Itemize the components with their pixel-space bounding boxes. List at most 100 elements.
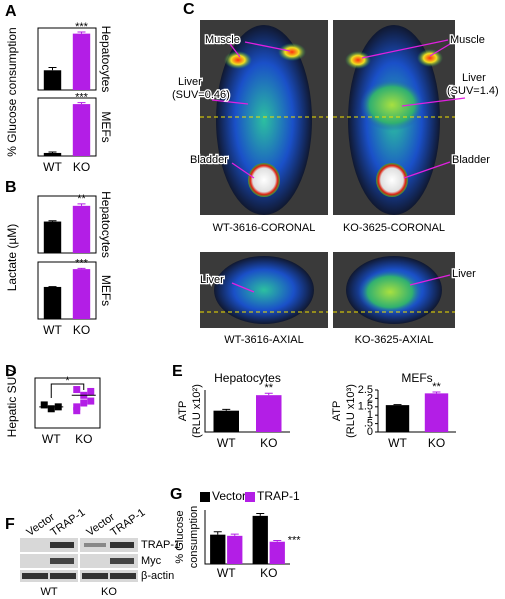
bar	[227, 535, 243, 564]
pet-image	[200, 252, 328, 328]
x-tick-label: KO	[260, 436, 277, 450]
error-bar	[48, 220, 57, 222]
pet-label: (SUV=0.46)	[172, 89, 230, 101]
bar	[72, 269, 91, 319]
panel-label: E	[172, 363, 183, 380]
x-tick-label: WT	[217, 436, 236, 450]
data-point	[40, 401, 48, 409]
data-point	[87, 387, 95, 395]
y-tick-label: 1	[367, 409, 373, 421]
x-tick-label: KO	[73, 160, 90, 174]
error-bar	[230, 533, 239, 536]
annotation: **	[77, 193, 86, 205]
x-tick-label: KO	[73, 323, 90, 337]
y-tick-label: 0	[367, 426, 373, 438]
group-label: WT	[40, 586, 57, 598]
legend-swatch	[200, 492, 210, 502]
plot-frame	[37, 27, 97, 91]
band-label: TRAP-1	[141, 539, 180, 551]
pet-label: Liver	[178, 76, 202, 88]
panel-label: G	[170, 486, 182, 503]
annotation: ***	[75, 257, 89, 269]
y-axis-label: % Glucose	[174, 510, 186, 563]
pet-caption: KO-3625-AXIAL	[355, 334, 434, 346]
data-point	[73, 403, 81, 411]
bar	[269, 541, 285, 564]
chart-title: MEFs	[401, 371, 432, 385]
bar	[424, 393, 449, 432]
x-tick-label: KO	[260, 566, 277, 580]
error-bar	[213, 531, 222, 535]
chart-title: Hepatocytes	[214, 371, 281, 385]
x-tick-label: WT	[217, 566, 236, 580]
plot-frame	[37, 195, 97, 254]
error-bar	[48, 151, 57, 153]
y-axis-label: consumption	[188, 506, 200, 568]
pet-label: Liver	[462, 72, 486, 84]
data-point	[87, 397, 95, 405]
y-axis-label: (RLU x10²)	[191, 384, 203, 438]
error-bar	[393, 404, 402, 406]
band-label: Myc	[141, 555, 162, 567]
pet-label: Muscle	[205, 34, 240, 46]
panel-label: B	[5, 179, 17, 196]
pet-image	[200, 20, 328, 215]
panel-label: A	[5, 3, 17, 20]
bar	[252, 515, 268, 564]
facet-label: MEFs	[99, 111, 113, 142]
bar	[72, 104, 91, 156]
plot-frame	[37, 97, 97, 157]
error-bar	[77, 203, 86, 206]
x-tick-label: WT	[43, 323, 62, 337]
panel-label: D	[5, 363, 17, 380]
data-point	[73, 386, 81, 394]
annotation: ***	[288, 534, 302, 546]
annotation: *	[65, 375, 70, 387]
bar	[43, 152, 62, 156]
bar	[72, 205, 91, 253]
pet-label: Liver	[452, 268, 476, 280]
panel-label: F	[5, 516, 15, 533]
error-bar	[48, 66, 57, 71]
bar	[43, 286, 62, 319]
pet-label: Liver	[200, 274, 224, 286]
pet-caption: KO-3625-CORONAL	[343, 222, 445, 234]
error-bar	[77, 31, 86, 34]
bar	[210, 534, 226, 564]
data-point	[47, 405, 55, 413]
plot-frame	[37, 261, 97, 320]
bar	[43, 70, 62, 90]
facet-label: MEFs	[99, 275, 113, 306]
bar	[72, 33, 91, 90]
band-label: β-actin	[141, 570, 174, 582]
annotation: **	[432, 381, 441, 393]
error-bar	[264, 392, 273, 396]
western-blot	[20, 538, 138, 582]
y-tick-label: .5	[364, 418, 373, 430]
y-axis-label: ATP	[177, 401, 189, 422]
y-tick-label: 2	[367, 392, 373, 404]
error-bar	[77, 267, 86, 270]
pet-image	[333, 20, 455, 215]
data-point	[80, 399, 88, 407]
annotation: **	[264, 382, 273, 394]
x-tick-label: WT	[388, 436, 407, 450]
facet-label: Hepatocytes	[99, 26, 113, 93]
arrows	[211, 39, 466, 293]
y-axis-label: Lactate (µM)	[5, 224, 19, 292]
significance-bracket	[50, 383, 85, 398]
y-axis-label: Hepatic SUV	[5, 369, 19, 438]
y-axis-label: (RLU x10³)	[345, 384, 357, 438]
bar	[43, 221, 62, 253]
error-bar	[273, 540, 282, 542]
annotation: ***	[75, 91, 89, 103]
legend-label: TRAP-1	[257, 489, 300, 503]
pet-label: (SUV=1.4)	[447, 85, 499, 97]
plot-frame	[34, 377, 101, 429]
x-tick-label: WT	[43, 160, 62, 174]
error-bar	[432, 391, 441, 394]
y-axis-label: % Glucose consumption	[5, 27, 19, 156]
x-tick-label: KO	[428, 436, 445, 450]
error-bar	[256, 513, 265, 516]
